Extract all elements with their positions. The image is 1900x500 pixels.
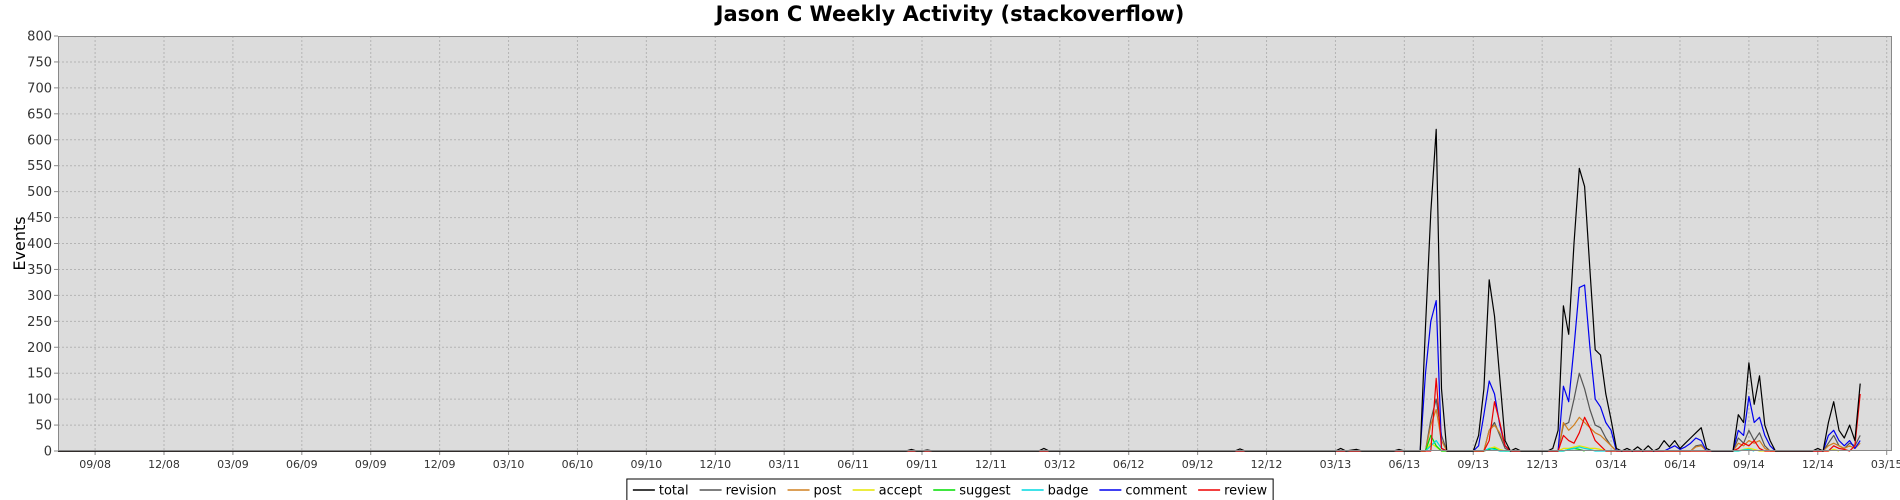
x-tick-label: 09/11 [906,458,938,471]
x-tick-label: 09/09 [355,458,387,471]
x-tick-label: 09/10 [631,458,663,471]
x-tick-label: 03/14 [1595,458,1627,471]
y-tick-label: 400 [27,237,52,252]
legend-item-review: review [1198,484,1267,499]
legend-item-post: post [787,484,842,499]
grid-lines [58,36,1892,451]
legend-item-revision: revision [699,484,777,499]
x-tick-label: 09/12 [1182,458,1214,471]
y-tick-label: 200 [27,341,52,356]
x-axis-ticks: 09/08 12/08 03/09 06/09 09/09 12/09 03/10 06/10… [79,451,1900,471]
legend-item-accept: accept [852,484,923,499]
y-tick-label: 50 [35,419,52,434]
x-tick-label: 12/14 [1802,458,1834,471]
legend-item-total: total [632,484,689,499]
y-tick-label: 300 [27,289,52,304]
x-tick-label: 09/14 [1733,458,1765,471]
y-tick-label: 150 [27,367,52,382]
y-tick-label: 650 [27,107,52,122]
series-line-total [58,128,1861,452]
x-tick-label: 06/10 [562,458,594,471]
y-tick-label: 250 [27,315,52,330]
x-tick-label: 06/14 [1664,458,1696,471]
y-tick-label: 700 [27,81,52,96]
x-tick-label: 09/13 [1457,458,1489,471]
y-tick-label: 350 [27,263,52,278]
x-tick-label: 12/13 [1526,458,1558,471]
x-tick-label: 06/13 [1388,458,1420,471]
x-tick-label: 12/09 [424,458,456,471]
x-tick-label: 09/08 [79,458,111,471]
x-tick-label: 03/13 [1320,458,1352,471]
y-tick-label: 600 [27,133,52,148]
chart-title: Jason C Weekly Activity (stackoverflow) [715,2,1185,26]
series-line-review [58,377,1861,452]
plot-border [58,36,1892,451]
legend-label-accept: accept [879,484,923,499]
y-axis-label: Events [10,216,29,270]
x-tick-label: 06/09 [286,458,318,471]
chart-legend: total revision post accept suggest badge comme… [626,478,1274,500]
y-tick-label: 500 [27,185,52,200]
x-tick-label: 03/15 [1871,458,1900,471]
x-tick-label: 06/11 [837,458,869,471]
y-tick-label: 450 [27,211,52,226]
legend-label-suggest: suggest [959,484,1010,499]
x-tick-label: 06/12 [1113,458,1145,471]
legend-label-review: review [1224,484,1267,499]
legend-item-suggest: suggest [933,484,1011,499]
x-tick-label: 12/10 [699,458,731,471]
legend-label-revision: revision [726,484,777,499]
x-tick-label: 12/11 [975,458,1007,471]
y-tick-label: 100 [27,393,52,408]
y-tick-label: 800 [27,30,52,45]
legend-label-post: post [814,484,842,499]
legend-label-badge: badge [1048,484,1089,499]
legend-item-comment: comment [1099,484,1187,499]
y-axis-ticks: 0 50 100 150 200 250 300 350 400 450 500 550 600 650 7… [27,30,58,460]
x-tick-label: 12/08 [148,458,180,471]
y-tick-label: 750 [27,55,52,70]
x-tick-label: 03/12 [1044,458,1076,471]
x-tick-label: 03/10 [493,458,525,471]
y-tick-label: 550 [27,159,52,174]
legend-label-total: total [659,484,689,499]
y-tick-label: 0 [44,445,52,460]
legend-item-badge: badge [1021,484,1089,499]
legend-label-comment: comment [1125,484,1187,499]
x-tick-label: 03/09 [217,458,249,471]
x-tick-label: 03/11 [768,458,800,471]
x-tick-label: 12/12 [1251,458,1283,471]
